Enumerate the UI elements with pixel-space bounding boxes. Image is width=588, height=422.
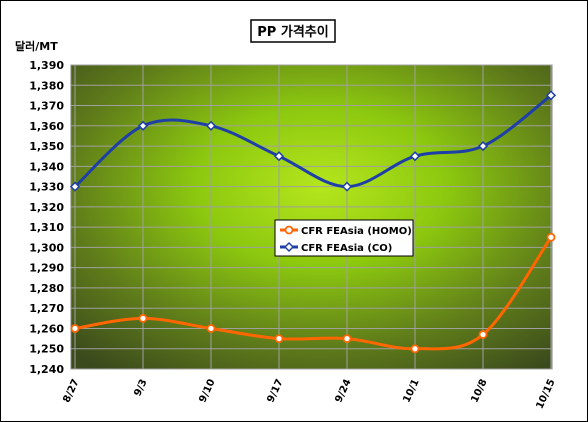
legend-label: CFR FEAsia (CO) xyxy=(301,243,392,254)
chart-title: PP 가격추이 xyxy=(250,19,336,43)
data-point xyxy=(342,334,352,344)
series-homo xyxy=(70,232,556,354)
data-point xyxy=(410,344,420,354)
y-axis-unit-label: 달러/MT xyxy=(15,39,58,53)
data-point xyxy=(478,330,488,339)
y-tick-label: 1,270 xyxy=(29,302,64,315)
y-tick-label: 1,320 xyxy=(29,201,64,214)
legend-box xyxy=(274,219,414,257)
data-point xyxy=(205,120,217,131)
data-point xyxy=(477,141,489,152)
legend-marker xyxy=(284,225,294,235)
y-tick-label: 1,350 xyxy=(29,140,64,153)
y-tick-label: 1,290 xyxy=(29,262,64,275)
x-tick-label: 10/8 xyxy=(469,378,489,405)
data-point xyxy=(138,313,148,323)
y-tick-label: 1,280 xyxy=(29,282,64,295)
x-tick-label: 10/1 xyxy=(401,378,421,405)
chart-title-text: PP 가격추이 xyxy=(257,24,328,40)
x-tick-label: 9/10 xyxy=(197,378,217,405)
x-tick-label: 9/24 xyxy=(333,378,353,405)
y-tick-label: 1,250 xyxy=(29,343,64,356)
y-tick-label: 1,310 xyxy=(29,221,64,234)
data-point xyxy=(341,181,353,192)
grid-layer xyxy=(71,64,552,370)
data-point xyxy=(206,324,216,333)
x-axis-ticks: 8/27 9/3 9/10 9/17 9/24 10/1 10/8 10/15 xyxy=(61,378,557,411)
y-tick-label: 1,340 xyxy=(29,160,64,173)
y-tick-label: 1,260 xyxy=(29,322,64,335)
data-point xyxy=(69,181,81,192)
y-tick-label: 1,380 xyxy=(29,79,64,92)
x-tick-label: 10/15 xyxy=(534,378,557,411)
legend: CFR FEAsia (HOMO) CFR FEAsia (CO) xyxy=(274,219,414,257)
data-point xyxy=(137,120,149,131)
y-axis-ticks: 1,240 1,250 1,260 1,270 1,280 1,290 1,300 1,310… xyxy=(29,59,64,376)
data-point xyxy=(274,334,284,344)
y-tick-label: 1,300 xyxy=(29,241,64,254)
data-point xyxy=(273,151,285,162)
data-point xyxy=(546,232,556,242)
y-tick-label: 1,240 xyxy=(29,363,64,376)
series-co xyxy=(69,90,557,192)
x-tick-label: 9/3 xyxy=(132,378,149,399)
y-tick-label: 1,370 xyxy=(29,100,64,113)
legend-label: CFR FEAsia (HOMO) xyxy=(301,226,412,237)
x-tick-label: 8/27 xyxy=(61,378,81,405)
data-point xyxy=(409,151,421,162)
chart-title-box xyxy=(250,19,336,43)
data-point xyxy=(70,324,80,333)
x-tick-label: 9/17 xyxy=(265,378,285,405)
legend-marker xyxy=(283,241,295,253)
y-tick-label: 1,360 xyxy=(29,120,64,133)
y-tick-label: 1,390 xyxy=(29,59,64,72)
data-point xyxy=(545,90,557,101)
y-tick-label: 1,330 xyxy=(29,181,64,194)
series-layer xyxy=(69,90,557,354)
